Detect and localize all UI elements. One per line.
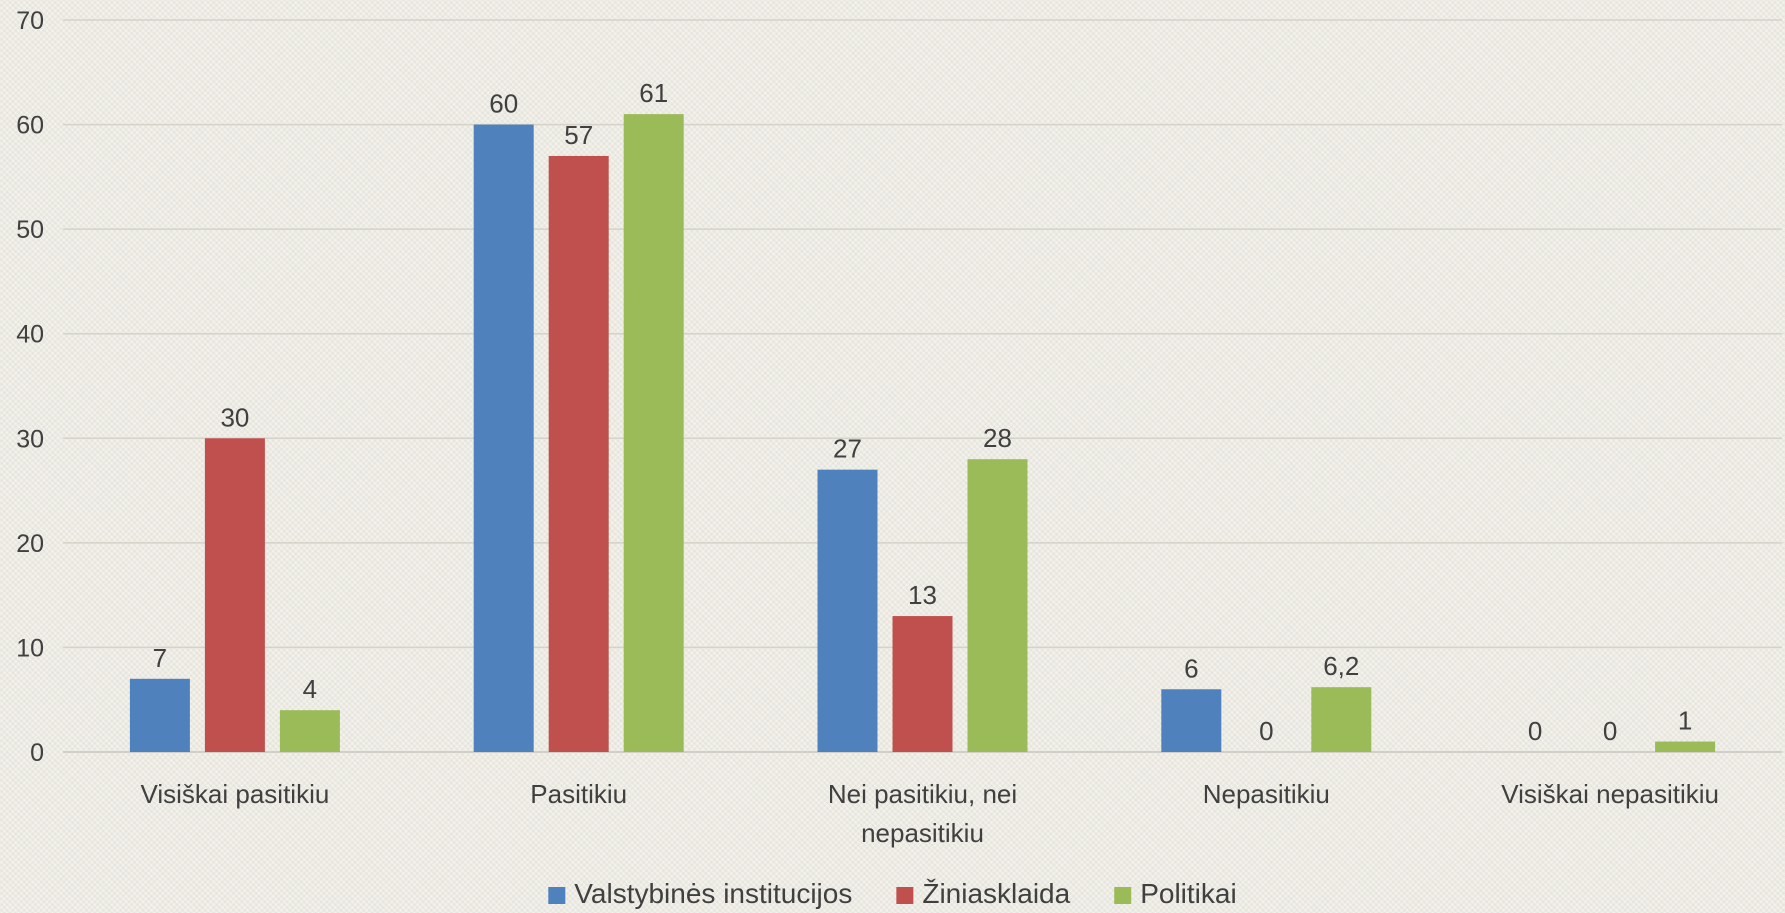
y-tick-label: 0 [30,739,44,767]
legend-swatch [896,887,914,904]
data-label: 60 [489,89,518,119]
bar [967,459,1028,752]
data-label: 4 [303,674,317,704]
data-label: 0 [1603,716,1617,746]
data-label: 30 [220,402,249,432]
bar [892,616,953,752]
x-tick-label: nepasitikiu [861,818,984,848]
bars [129,114,1716,753]
data-label: 61 [639,78,668,108]
y-tick-label: 30 [16,425,44,453]
data-label: 0 [1528,716,1542,746]
x-tick-label: Pasitikiu [530,779,627,809]
legend-item: Politikai [1114,878,1237,909]
legend-swatch [1114,887,1132,904]
bar [473,124,534,753]
data-label: 28 [983,423,1012,453]
bar [1655,741,1716,752]
data-label: 0 [1259,716,1273,746]
data-label: 13 [908,580,937,610]
x-tick-label: Nei pasitikiu, nei [828,779,1017,809]
data-label: 6 [1184,653,1198,683]
bar [204,438,265,752]
legend-swatch [548,887,566,904]
x-tick-label: Visiškai nepasitikiu [1501,779,1719,809]
bar [1161,689,1222,752]
x-tick-label: Nepasitikiu [1203,779,1330,809]
bar [129,678,190,752]
y-tick-label: 50 [16,216,44,244]
x-tick-label: Visiškai pasitikiu [140,779,329,809]
y-tick-label: 70 [16,7,44,35]
data-label: 1 [1678,706,1692,736]
x-axis: Visiškai pasitikiu Pasitikiu Nei pasitikiu… [140,779,1718,848]
data-label: 57 [564,120,593,150]
bar [817,469,878,752]
y-axis: 0 10 20 30 40 50 60 70 [16,7,44,767]
y-tick-label: 40 [16,321,44,349]
data-label: 6,2 [1323,651,1359,681]
legend: Valstybinės institucijos Žiniasklaida Poli… [548,878,1237,909]
legend-label: Politikai [1140,878,1236,909]
legend-item: Valstybinės institucijos [548,878,852,909]
bar [548,155,609,752]
y-tick-label: 10 [16,634,44,662]
legend-item: Žiniasklaida [896,878,1071,909]
y-tick-label: 60 [16,112,44,140]
data-label: 27 [833,434,862,464]
bar [623,114,684,753]
y-tick-label: 20 [16,530,44,558]
bar [279,710,340,752]
data-label: 7 [153,643,167,673]
legend-label: Žiniasklaida [922,878,1070,909]
bar [1311,687,1372,752]
legend-label: Valstybinės institucijos [574,878,852,909]
gridlines [63,19,1782,753]
